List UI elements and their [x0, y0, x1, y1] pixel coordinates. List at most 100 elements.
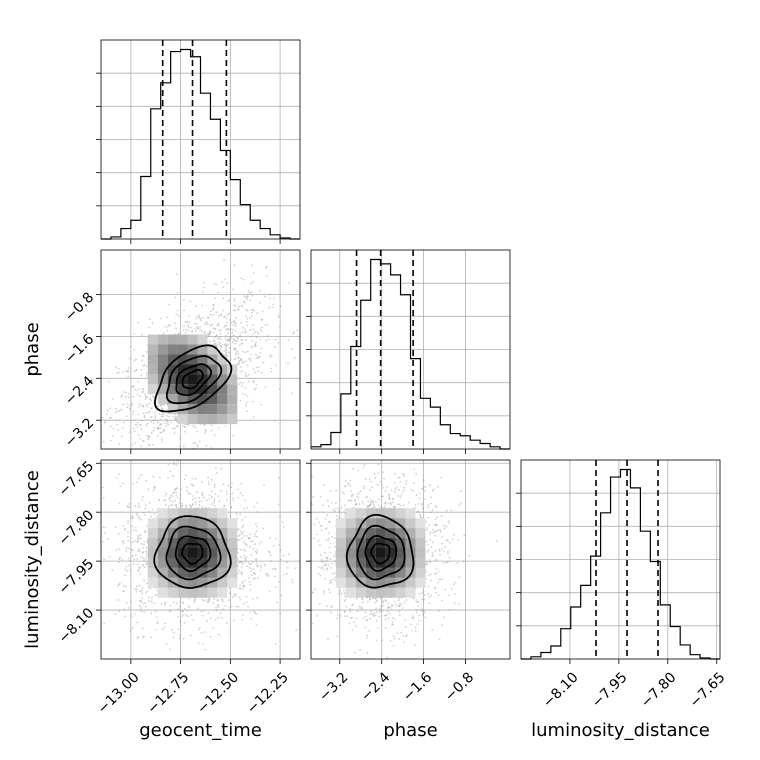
scatter-point: [227, 351, 230, 354]
scatter-point: [227, 332, 230, 335]
density-cell: [227, 384, 238, 395]
scatter-point: [366, 600, 369, 603]
density-cell: [187, 334, 198, 345]
scatter-point: [141, 359, 143, 362]
scatter-point: [114, 613, 117, 616]
scatter-point: [154, 492, 156, 494]
scatter-point: [259, 351, 262, 354]
scatter-point: [235, 316, 238, 319]
scatter-point: [259, 338, 262, 341]
scatter-point: [388, 494, 391, 496]
scatter-point: [287, 282, 290, 285]
scatter-point: [145, 424, 147, 427]
scatter-point: [206, 600, 209, 603]
scatter-point: [206, 620, 208, 622]
scatter-point: [203, 332, 206, 335]
scatter-point: [244, 372, 247, 375]
scatter-point: [137, 405, 140, 408]
scatter-point: [97, 370, 99, 372]
scatter-point: [378, 609, 381, 611]
scatter-point: [186, 486, 188, 489]
scatter-point: [246, 298, 249, 300]
scatter-point: [136, 534, 139, 537]
scatter-point: [179, 597, 182, 600]
scatter-point: [387, 502, 390, 505]
scatter-point: [330, 581, 333, 584]
scatter-point: [132, 412, 134, 415]
density-cell: [197, 374, 208, 385]
scatter-point: [166, 420, 169, 423]
scatter-point: [233, 320, 236, 323]
scatter-point: [153, 602, 156, 605]
scatter-point: [392, 501, 395, 504]
scatter-point: [141, 627, 144, 630]
scatter-point: [301, 530, 303, 532]
scatter-point: [245, 404, 248, 407]
scatter-point: [145, 482, 147, 484]
scatter-point: [226, 339, 228, 342]
scatter-point: [150, 399, 153, 402]
scatter-point: [213, 336, 216, 339]
scatter-point: [182, 329, 185, 331]
scatter-point: [223, 326, 225, 329]
scatter-point: [233, 338, 235, 341]
scatter-point: [116, 410, 119, 413]
scatter-point: [223, 316, 225, 318]
scatter-point: [175, 491, 177, 494]
scatter-point: [136, 563, 139, 566]
scatter-point: [166, 325, 169, 328]
scatter-point: [253, 310, 255, 312]
scatter-point: [424, 616, 427, 619]
scatter-point: [349, 617, 352, 619]
density-cell: [217, 394, 228, 405]
scatter-point: [117, 599, 120, 601]
scatter-point: [231, 492, 234, 495]
scatter-point: [415, 494, 418, 496]
scatter-point: [343, 600, 346, 602]
scatter-point: [156, 593, 159, 596]
scatter-point: [151, 322, 154, 325]
scatter-point: [241, 582, 244, 584]
scatter-point: [133, 419, 136, 422]
scatter-point: [241, 494, 244, 497]
scatter-point: [439, 529, 442, 532]
scatter-point: [402, 472, 405, 475]
scatter-point: [132, 386, 135, 388]
scatter-point: [415, 599, 418, 602]
scatter-point: [145, 403, 148, 406]
scatter-point: [312, 592, 314, 594]
scatter-point: [224, 278, 227, 281]
scatter-point: [127, 539, 129, 542]
scatter-point: [174, 488, 177, 491]
scatter-point: [144, 514, 146, 517]
scatter-point: [146, 405, 149, 408]
scatter-point: [141, 391, 143, 393]
scatter-point: [249, 589, 252, 592]
scatter-point: [135, 369, 138, 372]
scatter-point: [270, 370, 272, 373]
scatter-point: [225, 622, 228, 624]
scatter-point: [208, 341, 211, 343]
scatter-point: [185, 506, 188, 509]
scatter-point: [394, 488, 397, 491]
density-cell: [187, 538, 198, 549]
scatter-point: [266, 275, 269, 278]
scatter-point: [252, 308, 255, 311]
scatter-point: [194, 503, 197, 506]
scatter-point: [191, 484, 194, 486]
scatter-point: [427, 516, 430, 519]
scatter-point: [370, 480, 372, 483]
density-cell: [147, 518, 158, 529]
scatter-point: [226, 282, 229, 285]
scatter-point: [373, 505, 376, 508]
scatter-point: [200, 317, 203, 320]
scatter-point: [203, 631, 206, 634]
scatter-point: [157, 435, 160, 437]
scatter-point: [427, 593, 430, 596]
scatter-point: [437, 528, 440, 531]
scatter-point: [131, 517, 134, 519]
scatter-point: [343, 589, 345, 592]
scatter-point: [451, 538, 454, 541]
scatter-point: [225, 317, 228, 320]
scatter-point: [237, 307, 239, 310]
